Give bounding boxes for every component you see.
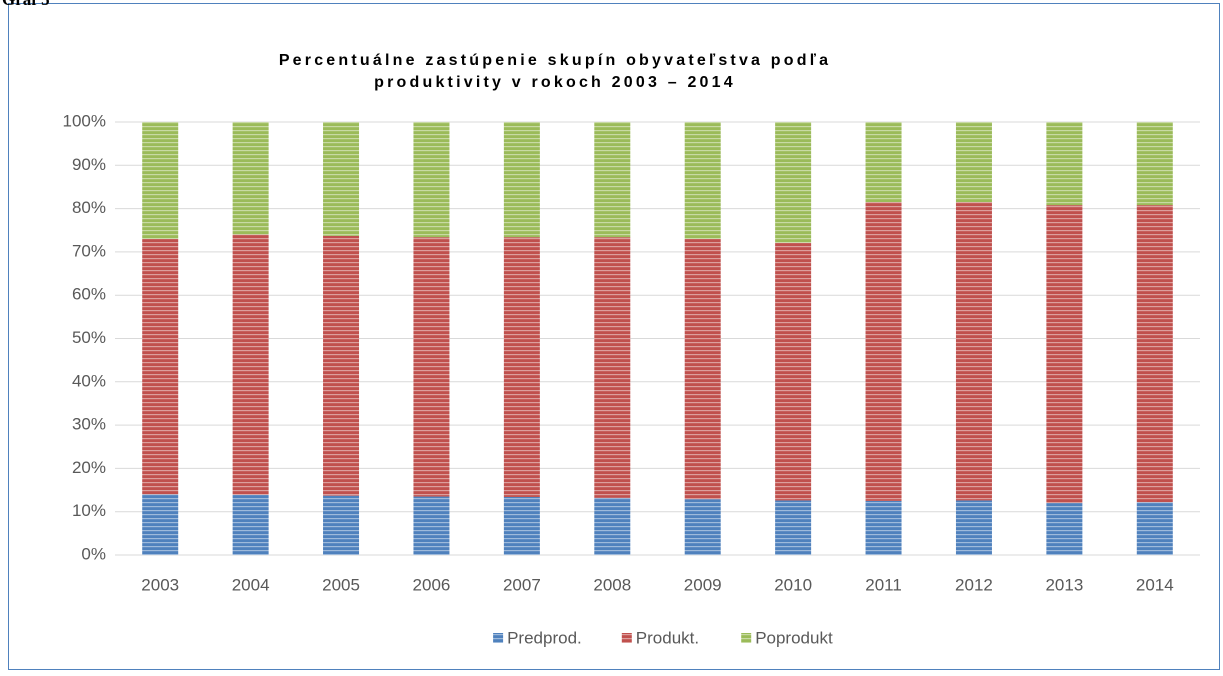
bar-segment [1136,122,1173,206]
bar-segment [684,499,721,555]
x-tick-label: 2006 [413,575,451,594]
y-tick-label: 90% [72,155,106,174]
bar-segment [594,237,631,498]
y-tick-label: 100% [63,111,106,130]
bar-segment [775,242,812,501]
legend-label: Predprod. [507,628,582,647]
bar-segment [1136,502,1173,555]
x-tick-label: 2008 [593,575,631,594]
bar-segment [232,234,269,495]
x-tick-label: 2010 [774,575,812,594]
y-tick-label: 50% [72,328,106,347]
x-tick-label: 2011 [865,575,902,594]
bar-segment [684,122,721,239]
legend-label: Produkt. [636,628,699,647]
bar-segment [1136,205,1173,503]
bar-segment [232,494,269,555]
x-tick-label: 2012 [955,575,993,594]
y-tick-label: 10% [72,501,106,520]
bar-segment [955,202,992,501]
legend-swatch [621,633,632,643]
bar-segment [775,122,812,243]
bar-segment [775,500,812,555]
bar-segment [594,497,631,555]
y-tick-label: 70% [72,241,106,260]
bar-segment [413,496,450,555]
bar-segment [865,122,902,203]
bar-segment [865,202,902,501]
y-tick-label: 60% [72,285,106,304]
bar-segment [323,122,360,236]
y-tick-label: 80% [72,198,106,217]
x-tick-label: 2013 [1045,575,1083,594]
bar-segment [142,122,179,239]
y-tick-label: 20% [72,458,106,477]
bar-segment [684,238,721,500]
x-tick-label: 2005 [322,575,360,594]
x-tick-label: 2007 [503,575,541,594]
x-tick-label: 2004 [232,575,270,594]
y-tick-label: 0% [81,544,106,563]
bar-segment [594,122,631,238]
bar-segment [142,238,179,495]
bar-segment [503,122,540,238]
legend-swatch [493,633,504,643]
bar-segment [503,237,540,497]
x-tick-label: 2009 [684,575,722,594]
legend-swatch [741,633,752,643]
bar-segment [142,494,179,555]
bar-segment [1046,503,1083,555]
bar-segment [232,122,269,235]
bar-segment [323,235,360,496]
caption: Graf 5 [2,0,50,9]
bar-segment [1046,205,1083,504]
frame [8,3,1220,670]
bar-segment [955,500,992,555]
bar-segment [955,122,992,203]
bar-segment [1046,122,1083,206]
x-tick-label: 2003 [141,575,179,594]
chart-title: Percentuálne zastúpenie skupín obyvateľs… [279,52,831,69]
bar-segment [865,500,902,555]
chart-title: produktivity v rokoch 2003 – 2014 [374,74,736,91]
y-tick-label: 40% [72,371,106,390]
bar-segment [413,237,450,497]
legend-label: Poprodukt [755,628,833,647]
y-tick-label: 30% [72,415,106,434]
bar-segment [413,122,450,238]
x-tick-label: 2014 [1136,575,1174,594]
bar-segment [323,495,360,555]
bar-segment [503,496,540,555]
